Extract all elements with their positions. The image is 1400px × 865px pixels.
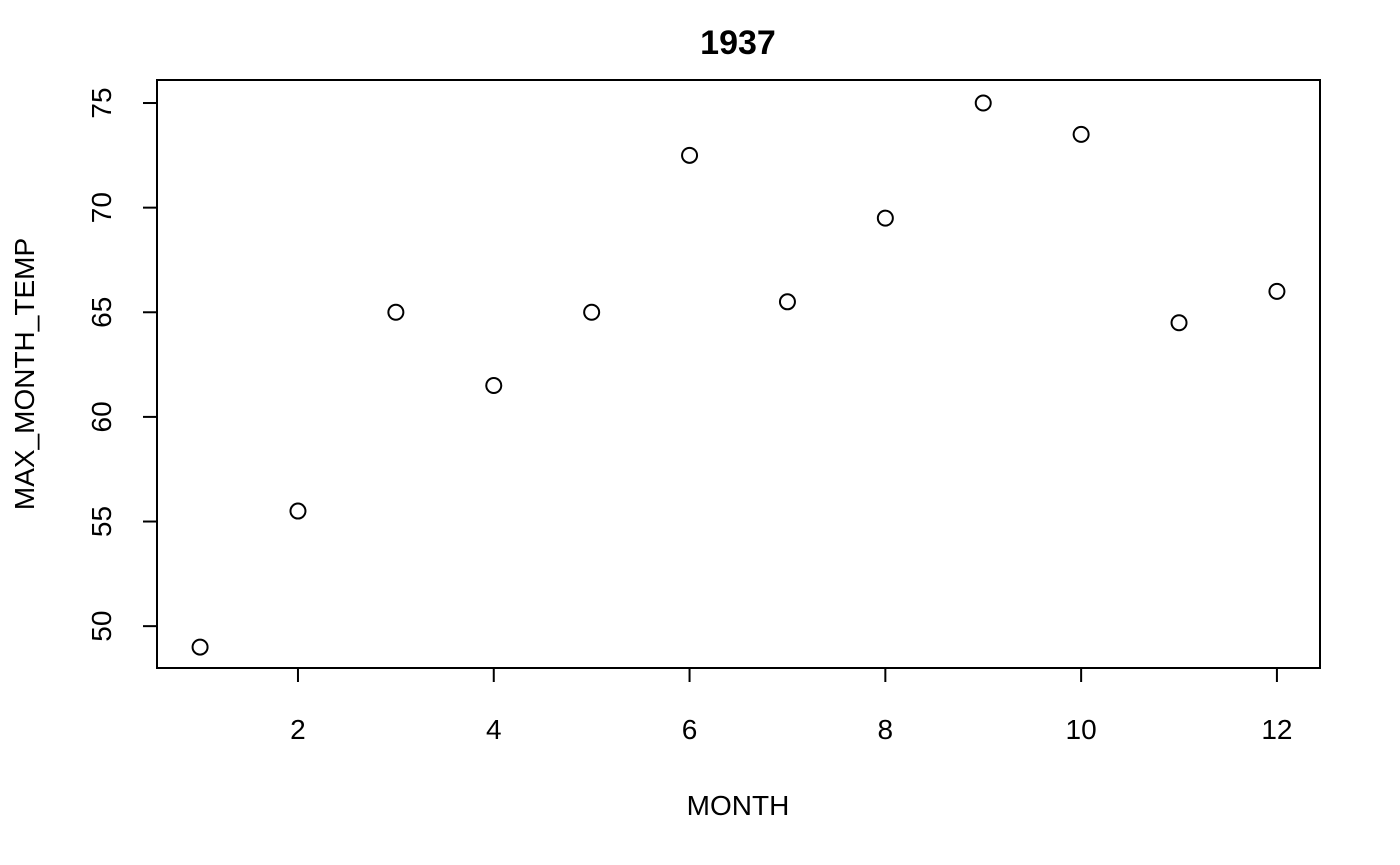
data-point [1170, 314, 1188, 332]
data-points [191, 94, 1286, 656]
y-tick-label: 55 [86, 506, 117, 537]
x-axis-label: MONTH [687, 790, 790, 821]
data-point [1072, 125, 1090, 143]
data-point [974, 94, 992, 112]
plot-frame [156, 79, 1321, 669]
y-axis-label: MAX_MONTH_TEMP [9, 238, 40, 510]
chart-title: 1937 [700, 24, 776, 62]
data-point [876, 209, 894, 227]
data-point [778, 293, 796, 311]
data-point [583, 303, 601, 321]
data-point [681, 146, 699, 164]
y-axis: 50 55 60 65 70 75 [86, 87, 158, 642]
y-tick-label: 60 [86, 401, 117, 432]
y-tick-label: 50 [86, 611, 117, 642]
x-tick-label: 6 [682, 714, 698, 745]
y-tick-label: 65 [86, 297, 117, 328]
y-tick-label: 70 [86, 192, 117, 223]
x-tick-label: 12 [1261, 714, 1292, 745]
data-point [289, 502, 307, 520]
y-tick-label: 75 [86, 87, 117, 118]
x-axis: 2 4 6 8 10 12 [290, 667, 1293, 745]
data-point [1268, 282, 1286, 300]
data-point [485, 377, 503, 395]
data-point [387, 303, 405, 321]
x-tick-label: 4 [486, 714, 502, 745]
x-tick-label: 8 [878, 714, 894, 745]
x-tick-label: 2 [290, 714, 306, 745]
data-point [191, 638, 209, 656]
x-tick-label: 10 [1066, 714, 1097, 745]
